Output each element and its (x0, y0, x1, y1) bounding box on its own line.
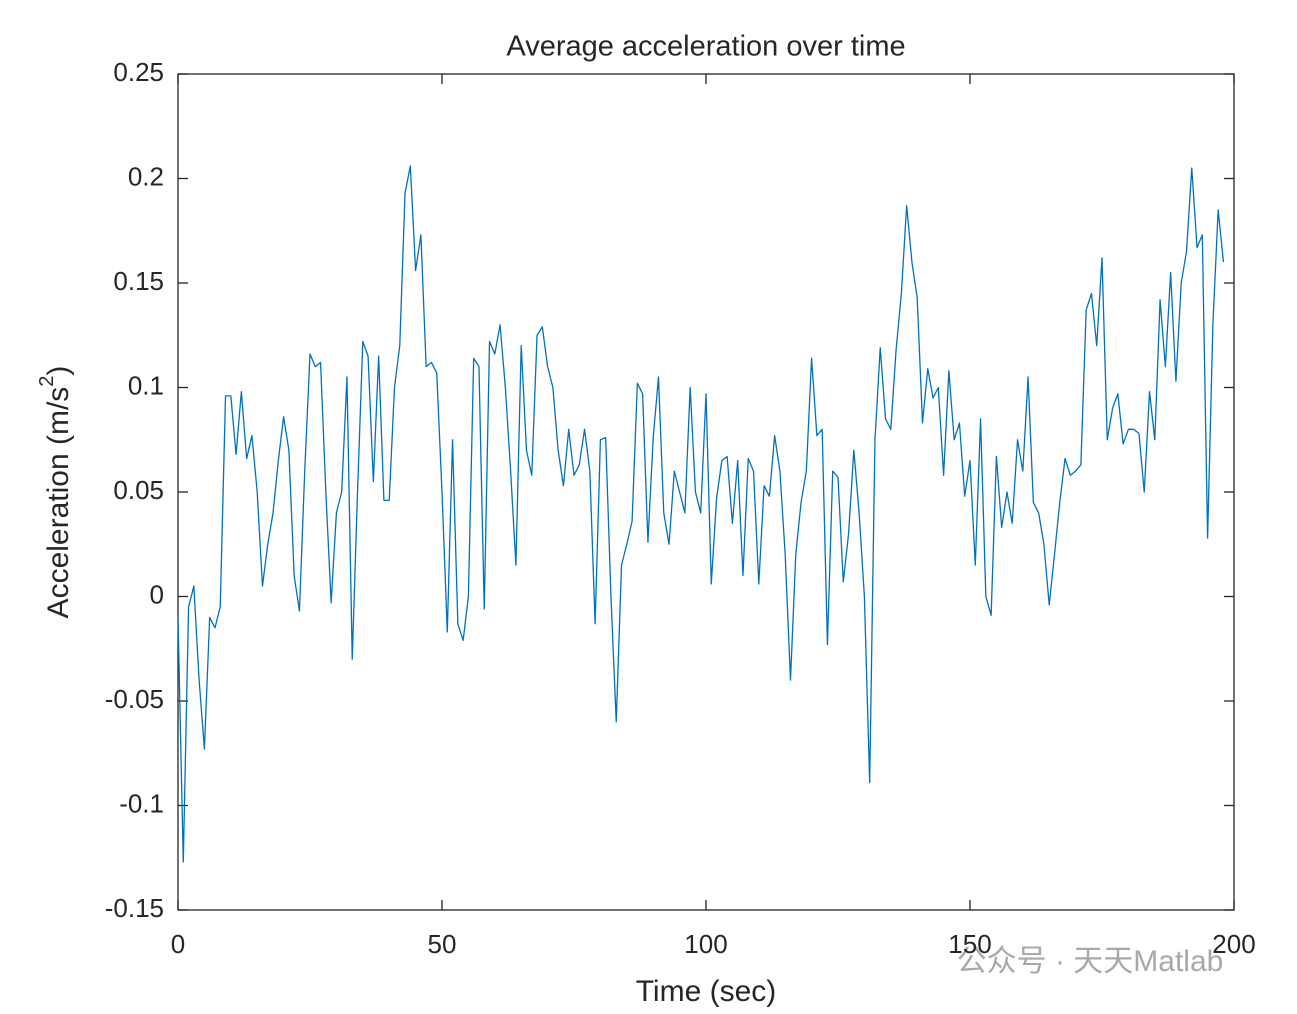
watermark: 公众号 · 天天Matlab (957, 945, 1224, 978)
y-axis-label: Acceleration (m/s2) (36, 366, 75, 619)
y-label-end: ) (42, 366, 75, 376)
x-tick-label: 100 (684, 929, 727, 959)
y-tick-label: 0.05 (113, 475, 164, 505)
y-tick-label: 0.25 (113, 57, 164, 87)
y-tick-label: -0.15 (105, 893, 164, 923)
chart-title: Average acceleration over time (506, 31, 905, 63)
x-tick-label: 200 (1212, 929, 1255, 959)
y-tick-label: 0.1 (128, 370, 164, 400)
x-axis-label: Time (sec) (636, 975, 777, 1008)
x-tick-label: 0 (171, 929, 185, 959)
y-tick-label: 0 (150, 579, 164, 609)
x-tick-label: 150 (948, 929, 991, 959)
axes-frame (177, 73, 1235, 911)
y-tick-label: -0.05 (105, 684, 164, 714)
y-label-sup: 2 (36, 376, 58, 387)
y-tick-label: -0.1 (119, 788, 164, 818)
data-line (177, 165, 1225, 863)
y-tick-label: 0.2 (128, 161, 164, 191)
x-tick-label: 50 (428, 929, 457, 959)
y-label-text: Acceleration (m/s (42, 387, 75, 619)
y-tick-label: 0.15 (113, 266, 164, 296)
